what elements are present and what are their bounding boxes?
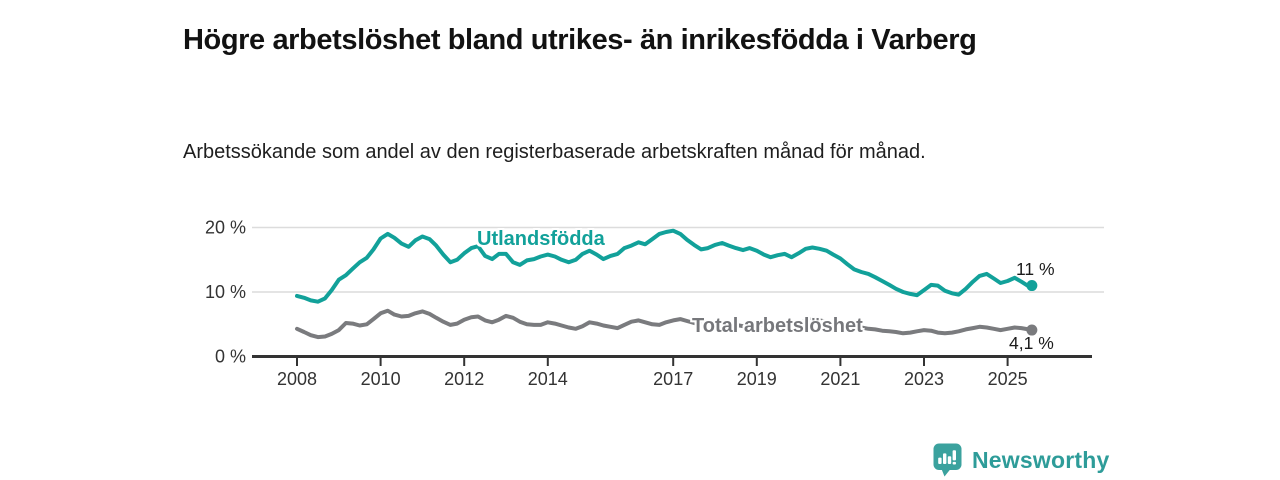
newsworthy-logo: Newsworthy <box>933 443 1109 477</box>
end-value-label-total: 4,1 % <box>1009 333 1054 353</box>
x-tick-label-2019: 2019 <box>737 369 777 389</box>
series-end-dot-0 <box>1026 280 1038 292</box>
newsworthy-wordmark: Newsworthy <box>972 446 1110 473</box>
end-value-label-utlandsfodda: 11 % <box>1016 259 1055 279</box>
x-tick-label-2008: 2008 <box>277 369 317 389</box>
x-tick-label-2017: 2017 <box>653 369 693 389</box>
x-tick-label-2014: 2014 <box>528 369 568 389</box>
x-tick-label-2025: 2025 <box>988 369 1028 389</box>
series-end-dot-1 <box>1026 324 1038 336</box>
page-title: Högre arbetslöshet bland utrikes- än inr… <box>183 24 977 57</box>
x-tick-label-2010: 2010 <box>361 369 401 389</box>
x-tick-label-2012: 2012 <box>444 369 484 389</box>
series-line-0 <box>295 228 1034 304</box>
series-line-1 <box>295 308 1034 340</box>
x-tick-label-2023: 2023 <box>904 369 944 389</box>
y-tick-label-10: 10 % <box>205 282 246 302</box>
x-tick-label-2021: 2021 <box>820 369 860 389</box>
y-tick-label-0: 0 % <box>215 347 246 367</box>
series-label-total-arbetsloshet: Total arbetslöshet <box>692 315 863 337</box>
chart-subtitle: Arbetssökande som andel av den registerb… <box>183 141 926 163</box>
y-tick-label-20: 20 % <box>205 218 246 238</box>
series-label-utlandsfodda: Utlandsfödda <box>477 228 605 250</box>
bar-chart-speech-bubble-icon <box>933 443 962 477</box>
